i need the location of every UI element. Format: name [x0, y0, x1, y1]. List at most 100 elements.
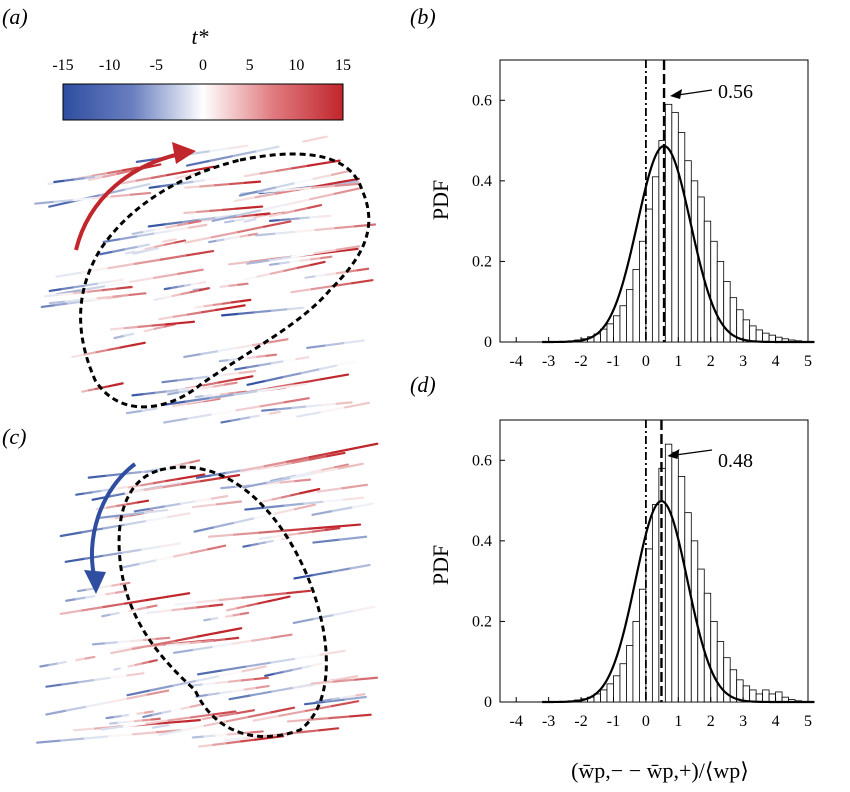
- trajectory-segment: [204, 177, 218, 182]
- trajectory-segment: [286, 306, 306, 311]
- trajectory-segment: [236, 604, 250, 610]
- trajectory-segment: [234, 375, 254, 381]
- trajectory-segment: [230, 417, 243, 422]
- trajectory-segment: [131, 230, 146, 236]
- trajectory-segment: [268, 262, 282, 266]
- trajectory-segment: [114, 646, 134, 651]
- trajectory-segment: [196, 598, 221, 604]
- trajectory-segment: [158, 729, 184, 736]
- trajectory-segment: [249, 414, 262, 419]
- trajectory-segment: [119, 235, 139, 241]
- trajectory-segment: [299, 216, 312, 220]
- trajectory-segment: [243, 180, 262, 184]
- trajectory-segment: [107, 169, 125, 175]
- x-tick-label: 0: [642, 713, 650, 730]
- trajectory-segment: [80, 297, 99, 301]
- trajectory-segment: [171, 607, 186, 612]
- trajectory-segment: [263, 504, 286, 509]
- trajectory-segment: [180, 461, 192, 466]
- trajectory-segment: [216, 238, 227, 242]
- trajectory-segment: [87, 387, 97, 392]
- trajectory-segment: [227, 144, 249, 150]
- trajectory-segment: [202, 681, 218, 686]
- trajectory-segment: [218, 670, 244, 678]
- trajectory-segment: [348, 713, 372, 718]
- trajectory-segment: [279, 260, 292, 265]
- trajectory-segment: [102, 237, 122, 243]
- trajectory-segment: [286, 456, 311, 463]
- trajectory-segment: [242, 275, 259, 281]
- trajectory-segment: [225, 469, 243, 474]
- colorbar-tick-label: -5: [150, 57, 163, 74]
- trajectory-segment: [183, 283, 193, 287]
- trajectory-segment: [268, 212, 284, 218]
- trajectory-segment: [40, 304, 57, 309]
- trajectory-segment: [143, 508, 171, 514]
- trajectory-segment: [57, 660, 69, 665]
- trajectory-segment: [106, 697, 129, 704]
- trajectory-segment: [223, 371, 241, 376]
- trajectory-segment: [212, 302, 225, 307]
- trajectory-segment: [189, 640, 204, 645]
- trajectory-segment: [97, 280, 113, 285]
- trajectory-segment: [254, 736, 271, 741]
- trajectory-segment: [271, 534, 288, 539]
- x-tick-label: -4: [510, 353, 523, 370]
- trajectory-segment: [333, 609, 356, 616]
- trajectory-segment: [128, 292, 147, 297]
- trajectory-segment: [159, 254, 189, 261]
- annotation-arrowhead: [667, 449, 680, 459]
- trajectory-segment: [341, 483, 368, 490]
- trajectory-segment: [149, 684, 175, 692]
- trajectory-segment: [147, 223, 167, 228]
- trajectory-segment: [101, 613, 113, 618]
- trajectory-segment: [283, 502, 306, 507]
- trajectory-segment: [196, 209, 212, 214]
- panel-d-label: (d): [410, 372, 436, 397]
- trajectory-segment: [228, 283, 240, 287]
- trajectory-segment: [177, 641, 192, 646]
- trajectory-segment: [146, 604, 158, 609]
- trajectory-segment: [241, 213, 258, 218]
- trajectory-segment: [194, 394, 206, 399]
- histogram-bar: [619, 305, 627, 343]
- trajectory-segment: [60, 286, 76, 291]
- trajectory-segment: [109, 327, 126, 331]
- trajectory-segment: [260, 203, 288, 212]
- trajectory-segment: [236, 390, 248, 394]
- trajectory-segment: [185, 249, 215, 257]
- trajectory-segment: [190, 150, 212, 155]
- trajectory-segment: [321, 466, 337, 472]
- y-tick-label: 0: [484, 334, 492, 351]
- trajectory-segment: [292, 666, 304, 671]
- trajectory-segment: [162, 294, 174, 300]
- trajectory-segment: [343, 339, 365, 345]
- trajectory-segment: [269, 410, 282, 415]
- trajectory-segment: [334, 182, 361, 187]
- trajectory-segment: [164, 241, 177, 246]
- trajectory-segment: [177, 284, 187, 288]
- trajectory-segment: [143, 391, 157, 396]
- trajectory-segment: [275, 406, 294, 411]
- trajectory-segment: [224, 381, 238, 386]
- trajectory-segment: [235, 405, 262, 412]
- trajectory-segment: [183, 606, 199, 610]
- trajectory-segment: [289, 472, 317, 480]
- trajectory-segment: [256, 464, 277, 471]
- trajectory-segment: [109, 278, 125, 283]
- trajectory-segment: [302, 135, 328, 143]
- trajectory-segment: [171, 463, 183, 468]
- trajectory-segment: [311, 184, 338, 189]
- histogram-bar: [632, 621, 640, 703]
- trajectory-segment: [227, 679, 244, 683]
- panel-d-ylabel: PDF: [428, 545, 453, 585]
- trajectory-segment: [148, 185, 162, 189]
- trajectory-segment: [281, 209, 297, 215]
- trajectory-segment: [296, 263, 313, 269]
- trajectory-segment: [273, 508, 296, 515]
- trajectory-segment: [258, 529, 286, 534]
- x-tick-label: -2: [574, 713, 587, 730]
- trajectory-segment: [296, 410, 323, 418]
- colorbar-tick-label: 0: [199, 57, 207, 74]
- trajectory-segment: [156, 720, 180, 725]
